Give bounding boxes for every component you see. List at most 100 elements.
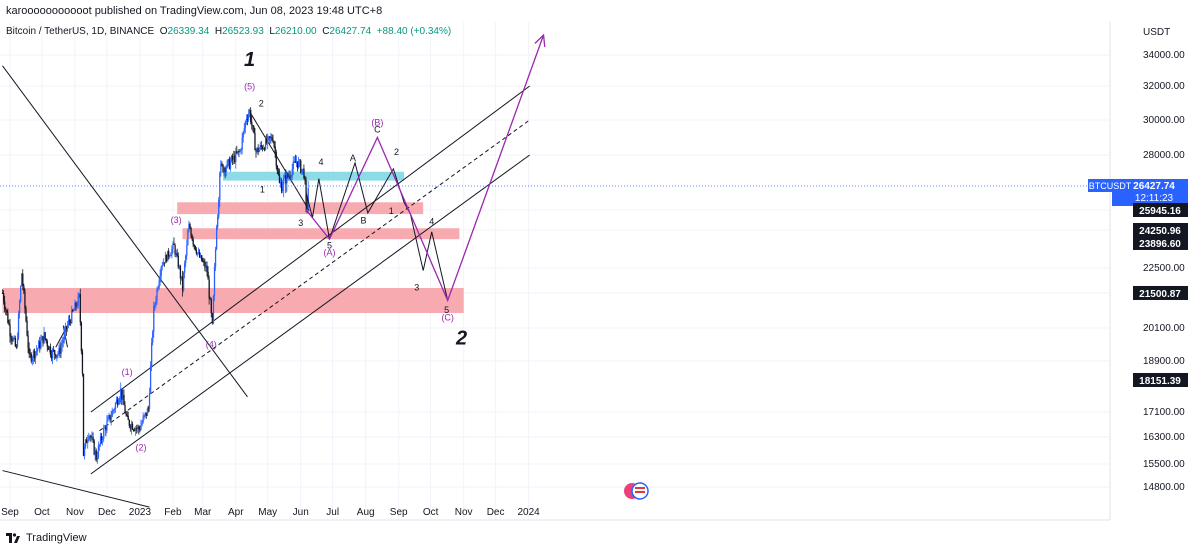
- candle-body: [113, 409, 116, 411]
- symbol-label[interactable]: Bitcoin / TetherUS, 1D, BINANCE: [6, 26, 155, 37]
- high-key: H: [214, 26, 223, 37]
- candle-body: [81, 351, 84, 374]
- currency-unit: USDT: [1143, 27, 1171, 38]
- wave-label: (3): [171, 215, 182, 225]
- candle-body: [273, 141, 275, 147]
- candle-body: [129, 425, 132, 429]
- candle-body: [206, 265, 208, 272]
- candle-body: [285, 175, 287, 184]
- candle-body: [58, 348, 60, 354]
- candle-body: [254, 132, 256, 151]
- x-tick-label: Dec: [98, 507, 116, 518]
- price-tag-label: 25945.16: [1139, 206, 1181, 217]
- candle-body: [96, 457, 99, 460]
- candle-body: [263, 148, 266, 150]
- candle-body: [109, 415, 111, 421]
- candle-body: [31, 358, 34, 362]
- candle-body: [295, 161, 298, 163]
- red-zone: [177, 202, 424, 215]
- wave-label: 5: [327, 240, 332, 250]
- wave-label: (1): [122, 367, 133, 377]
- candle-body: [7, 312, 9, 323]
- x-tick-label: Jun: [293, 507, 309, 518]
- trendline: [90, 154, 530, 475]
- candle-body: [213, 266, 216, 296]
- candle-body: [189, 224, 191, 228]
- candle-body: [299, 160, 301, 162]
- candle-body: [43, 332, 45, 344]
- candle-body: [92, 437, 94, 441]
- candle-body: [293, 161, 296, 163]
- candle-body: [75, 302, 77, 307]
- candle-body: [279, 182, 282, 184]
- candle-body: [115, 399, 118, 404]
- countdown-label: 12:11:23: [1135, 193, 1174, 204]
- candle-body: [1, 293, 4, 294]
- candle-body: [112, 410, 114, 412]
- candle-body: [266, 138, 268, 144]
- candle-body: [24, 291, 26, 309]
- ohlc-legend: Bitcoin / TetherUS, 1D, BINANCE O26339.3…: [6, 26, 451, 37]
- candle-body: [235, 151, 237, 163]
- y-tick-label: 15500.00: [1143, 459, 1185, 470]
- candle-body: [294, 161, 297, 163]
- wave-label: (A): [323, 247, 335, 257]
- candle-body: [148, 392, 151, 409]
- candle-body: [97, 446, 100, 458]
- candle-body: [261, 146, 264, 150]
- candle-body: [243, 128, 245, 132]
- low-value: 26210.00: [274, 26, 317, 37]
- candle-body: [217, 216, 219, 228]
- candle-body: [255, 150, 257, 152]
- candle-body: [291, 169, 293, 177]
- candle-body: [136, 428, 138, 430]
- events-icon[interactable]: [624, 482, 649, 500]
- candle-body: [154, 304, 156, 306]
- candle-body: [170, 254, 172, 256]
- candle-body: [256, 147, 258, 152]
- last-price-label: 26427.74: [1133, 181, 1175, 192]
- wave-label: 1: [260, 184, 265, 194]
- candle-body: [269, 136, 271, 139]
- candle-body: [70, 321, 72, 324]
- candle-body: [73, 310, 75, 312]
- candle-body: [278, 174, 281, 183]
- wave-label: A: [350, 153, 356, 163]
- y-tick-label: 17100.00: [1143, 407, 1185, 418]
- candle-body: [234, 155, 236, 163]
- candle-body: [181, 276, 184, 291]
- candle-body: [60, 345, 62, 354]
- candle-body: [23, 285, 25, 292]
- symbol-tag-label: BTCUSDT: [1089, 181, 1132, 191]
- candle-body: [180, 276, 183, 279]
- time-axis[interactable]: Sep Oct Nov Dec 2023 Feb Mar Apr May Jun Jul Aug Sep…: [1, 507, 540, 518]
- elliott-wave-paths: [305, 33, 546, 303]
- candle-body: [132, 429, 135, 431]
- candle-body: [184, 263, 186, 273]
- candle-body: [29, 352, 31, 355]
- candle-body: [156, 289, 158, 301]
- candle-body: [166, 250, 169, 262]
- candle-body: [53, 349, 55, 351]
- y-tick-label: 14800.00: [1143, 482, 1185, 493]
- candle-body: [54, 350, 56, 355]
- candle-body: [122, 395, 124, 400]
- candle-body: [41, 336, 43, 341]
- y-tick-label: 18900.00: [1143, 356, 1185, 367]
- candle-body: [271, 137, 273, 141]
- wave-purple-path: [305, 34, 545, 303]
- candle-body: [223, 168, 225, 172]
- candle-body: [188, 224, 190, 232]
- candle-body: [65, 326, 68, 330]
- candle-body: [264, 138, 267, 150]
- candle-body: [152, 331, 154, 343]
- candle-body: [67, 320, 70, 325]
- candle-body: [119, 398, 121, 402]
- candle-body: [287, 173, 289, 178]
- candle-body: [231, 156, 234, 160]
- candle-body: [28, 347, 30, 353]
- y-tick-label: 22500.00: [1143, 263, 1185, 274]
- candle-body: [222, 164, 224, 172]
